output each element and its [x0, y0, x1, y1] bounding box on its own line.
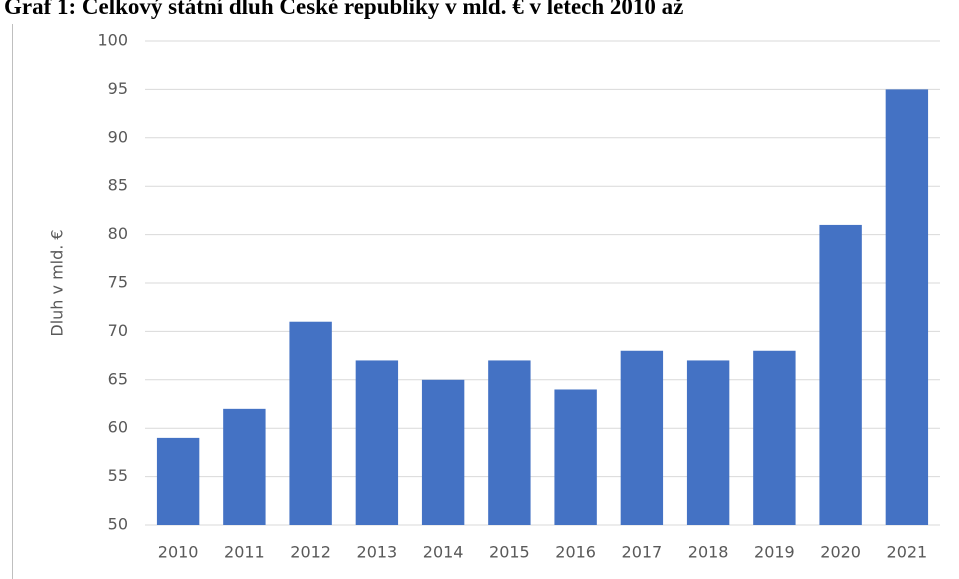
bar — [753, 350, 796, 525]
bar — [620, 350, 664, 525]
y-tick-label: 75 — [108, 273, 128, 292]
bar — [421, 379, 465, 525]
y-tick-label: 55 — [108, 466, 128, 485]
bar — [885, 89, 929, 526]
bar — [156, 437, 200, 525]
x-tick-label: 2016 — [555, 543, 596, 562]
bar — [289, 321, 332, 525]
x-tick-label: 2015 — [489, 543, 530, 562]
y-tick-label: 80 — [108, 224, 128, 243]
x-tick-label: 2013 — [357, 543, 398, 562]
x-tick-label: 2018 — [688, 543, 729, 562]
x-tick-label: 2021 — [887, 543, 928, 562]
bar — [554, 389, 597, 525]
x-tick-label: 2019 — [754, 543, 795, 562]
bar — [686, 360, 730, 525]
chart-title: Graf 1: Celkový státní dluh České republ… — [4, 0, 683, 19]
y-axis-label: Dluh v mld. € — [48, 229, 67, 336]
x-tick-label: 2014 — [423, 543, 464, 562]
y-tick-label: 95 — [108, 79, 128, 98]
bar — [223, 408, 266, 525]
x-tick-label: 2020 — [820, 543, 861, 562]
x-tick-label: 2010 — [158, 543, 199, 562]
y-tick-label: 50 — [108, 515, 128, 534]
x-tick-label: 2017 — [622, 543, 663, 562]
y-tick-label: 65 — [108, 369, 128, 388]
bar — [488, 360, 531, 525]
y-tick-label: 70 — [108, 321, 128, 340]
y-tick-label: 85 — [108, 176, 128, 195]
y-tick-label: 60 — [108, 418, 128, 437]
bar — [819, 224, 862, 526]
y-tick-label: 100 — [97, 31, 128, 50]
x-tick-label: 2012 — [290, 543, 331, 562]
bar — [355, 360, 399, 525]
y-tick-label: 90 — [108, 127, 128, 146]
x-tick-label: 2011 — [224, 543, 265, 562]
